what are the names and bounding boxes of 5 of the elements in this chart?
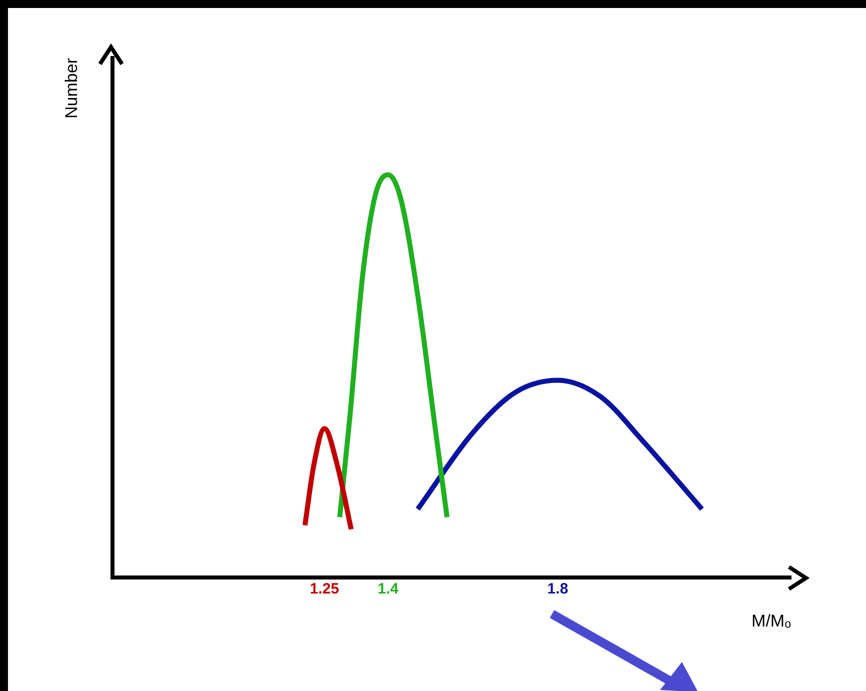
x-tick-label: 1.4 [378, 580, 400, 598]
y-axis-title: Number [62, 58, 81, 118]
x-axis-title: M/Mₒ [752, 611, 791, 630]
x-tick-label: 1.8 [547, 580, 568, 598]
x-tick-label: 1.25 [310, 580, 340, 598]
